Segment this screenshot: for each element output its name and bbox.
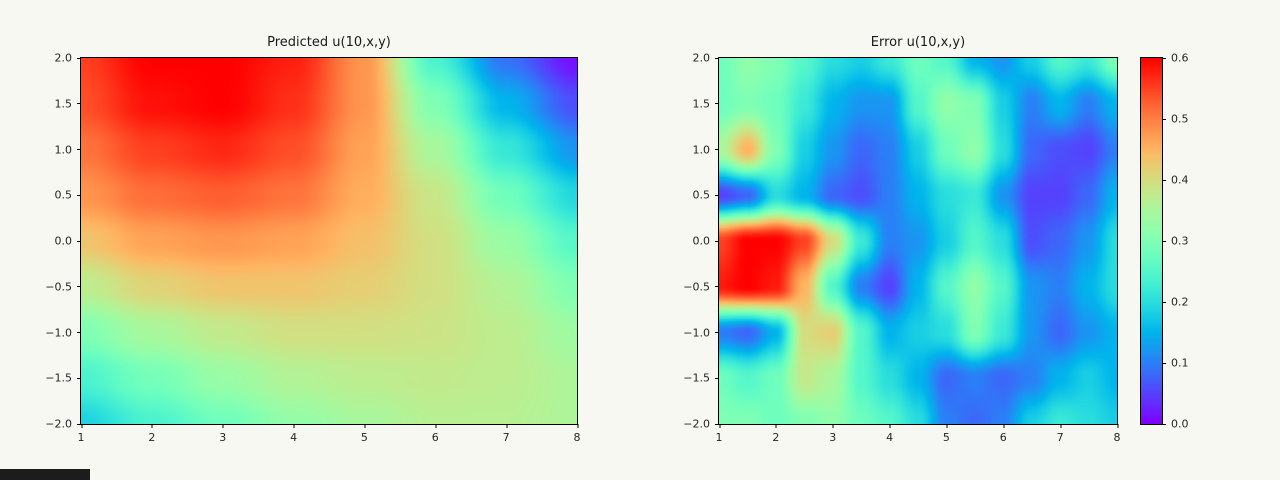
cbtick-label: 0.5	[1171, 112, 1189, 126]
cbtick-label: 0.1	[1171, 356, 1189, 370]
xtick-label: 5	[360, 424, 368, 444]
xtick-label: 5	[942, 424, 950, 444]
error-y-axis: 2.0 1.5 1.0 0.5 0.0 −0.5 −1.0 −1.5 −2.0	[671, 53, 719, 430]
ytick-label: −1.0	[45, 326, 72, 339]
xtick-label: 3	[829, 424, 837, 444]
xtick-label: 8	[573, 424, 581, 444]
xtick-label: 4	[886, 424, 894, 444]
error-x-axis: 1 2 3 4 5 6 7 8	[715, 424, 1121, 448]
error-plot-title: Error u(10,x,y)	[870, 35, 966, 50]
ytick-label: −2.0	[683, 417, 710, 431]
ytick-label: 1.5	[54, 97, 73, 111]
predicted-plot-title: Predicted u(10,x,y)	[267, 35, 391, 50]
ytick-label: −0.5	[683, 280, 710, 294]
ytick-label: 1.0	[692, 143, 711, 156]
cbtick-label: 0.3	[1171, 234, 1189, 248]
ytick-label: −0.5	[45, 280, 72, 294]
xtick-label: 4	[290, 424, 298, 444]
ytick-label: −1.5	[683, 371, 710, 385]
xtick-label: 3	[219, 424, 227, 444]
cbtick-label: 0.0	[1171, 417, 1189, 431]
ytick-label: 1.0	[54, 143, 73, 156]
xtick-label: 2	[148, 424, 156, 444]
ytick-label: 0.0	[692, 234, 711, 248]
cbtick-label: 0.4	[1171, 173, 1189, 187]
error-heatmap-canvas	[719, 58, 1117, 424]
cbtick-label: 0.6	[1171, 51, 1189, 65]
xtick-label: 8	[1113, 424, 1121, 444]
ytick-label: 0.0	[54, 234, 73, 248]
xtick-label: 1	[715, 424, 723, 444]
xtick-label: 6	[431, 424, 439, 444]
predicted-heatmap-canvas	[81, 58, 577, 424]
ytick-label: 2.0	[54, 51, 73, 65]
xtick-label: 7	[1056, 424, 1064, 444]
error-heatmap-plot: Error u(10,x,y) 1 2 3 4 5 6 7 8 2.0 1.5 1.0 0.5 0.0…	[683, 35, 1120, 443]
colorbar: 0.6 0.5 0.4 0.3 0.2 0.1 0.0	[1140, 53, 1189, 430]
predicted-y-axis: 2.0 1.5 1.0 0.5 0.0 −0.5 −1.0 −1.5 −2.0	[33, 53, 81, 430]
ytick-label: 1.5	[692, 97, 711, 111]
ytick-label: −1.5	[45, 371, 72, 385]
cbtick-label: 0.2	[1171, 295, 1189, 309]
bottom-left-dark-strip	[0, 469, 90, 480]
xtick-label: 7	[502, 424, 510, 444]
ytick-label: 0.5	[692, 188, 711, 202]
ytick-label: 0.5	[54, 188, 73, 202]
xtick-label: 6	[999, 424, 1007, 444]
ytick-label: −2.0	[45, 417, 72, 431]
ytick-label: 2.0	[692, 51, 711, 65]
ytick-label: −1.0	[683, 326, 710, 339]
predicted-x-axis: 1 2 3 4 5 6 7 8	[77, 424, 581, 448]
predicted-heatmap-plot: Predicted u(10,x,y) 1 2 3 4 5 6 7 8 2.0 1.5 1.0 0.…	[45, 35, 580, 443]
xtick-label: 2	[772, 424, 780, 444]
xtick-label: 1	[77, 424, 85, 444]
colorbar-gradient-canvas	[1141, 58, 1162, 424]
colorbar-ticks: 0.6 0.5 0.4 0.3 0.2 0.1 0.0	[1162, 53, 1202, 430]
